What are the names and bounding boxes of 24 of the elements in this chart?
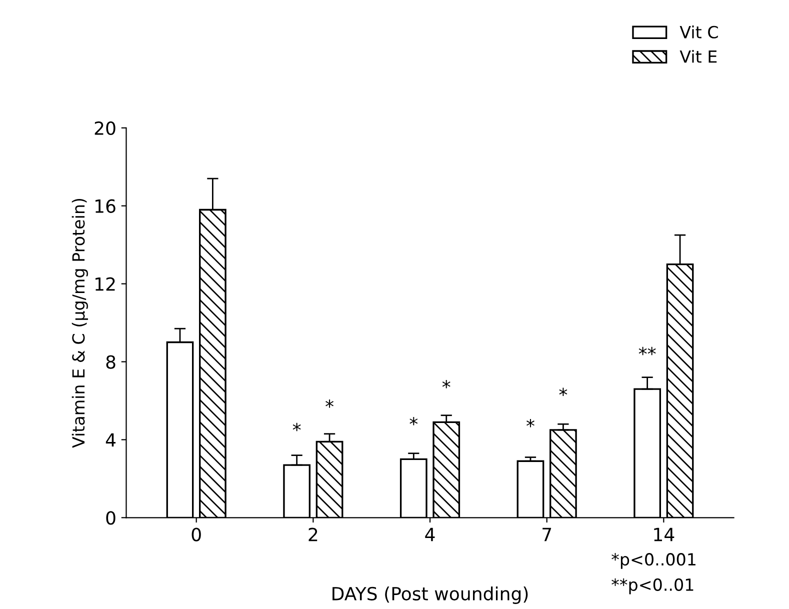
annotation: * <box>410 417 418 426</box>
text: *p<0..001 <box>612 553 696 569</box>
y-tick-label: 16 <box>96 199 116 213</box>
text: **p<0..01 <box>612 578 694 594</box>
y-axis-title: Vitamin E & C (µg/mg Protein) <box>72 198 88 448</box>
x-tick-label: 14 <box>654 528 674 542</box>
x-tick-label: 7 <box>542 528 552 542</box>
annotation: * <box>326 399 334 408</box>
y-tick-label: 12 <box>96 277 115 291</box>
annotation: * <box>526 418 534 428</box>
x-tick-label: 2 <box>308 528 318 542</box>
annotation: ** <box>638 346 656 356</box>
y-tick-label: 20 <box>94 121 116 136</box>
x-tick-label: 0 <box>192 528 201 542</box>
legend-label: Vit C <box>680 26 718 38</box>
legend-label: Vit E <box>680 50 717 63</box>
annotation: * <box>442 380 450 388</box>
y-tick-label: 4 <box>106 433 116 447</box>
annotation: * <box>559 388 568 396</box>
x-tick-label: 4 <box>425 528 435 542</box>
annotation: * <box>292 422 301 432</box>
x-axis-title: DAYS (Post wounding) <box>332 586 528 604</box>
y-tick-label: 8 <box>106 355 116 369</box>
y-tick-label: 0 <box>106 511 116 525</box>
